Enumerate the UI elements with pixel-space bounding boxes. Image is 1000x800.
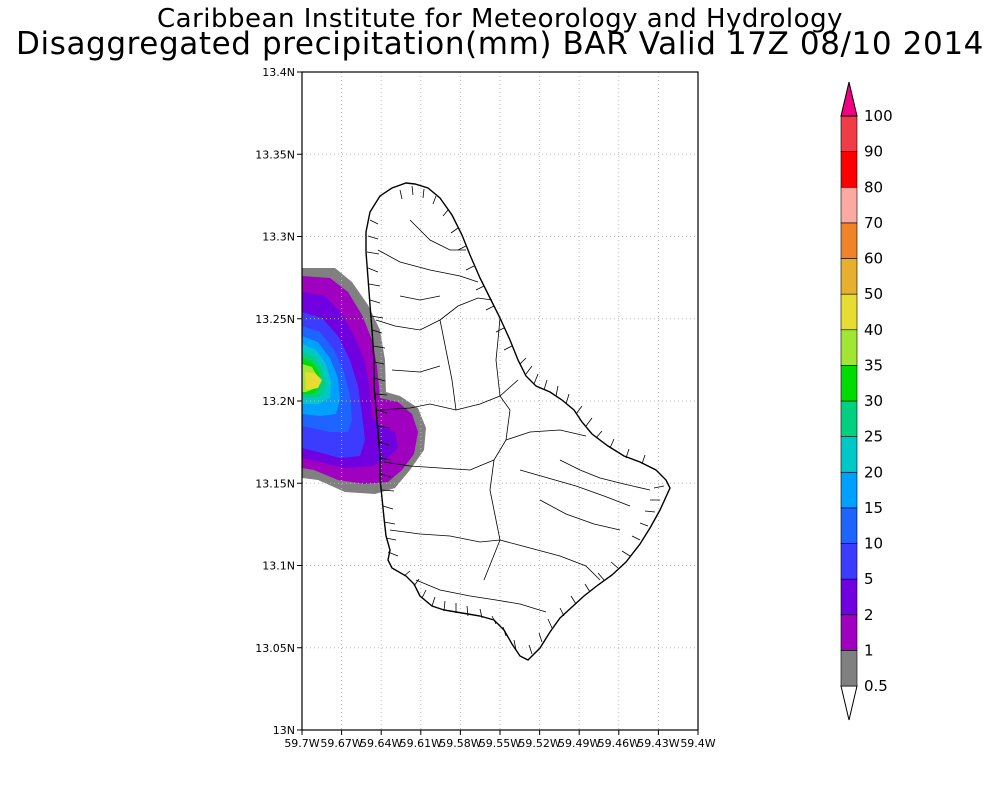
colorbar-segment xyxy=(840,222,858,259)
y-tick-label: 13N xyxy=(273,724,295,737)
x-tick-label: 59.49W xyxy=(558,737,600,750)
y-tick-label: 13.05N xyxy=(255,642,295,655)
colorbar-label: 25 xyxy=(864,428,883,446)
colorbar-label: 80 xyxy=(864,178,883,196)
colorbar-segment xyxy=(840,543,858,580)
colorbar-label: 15 xyxy=(864,499,883,517)
colorbar-segment xyxy=(840,258,858,295)
colorbar-label: 100 xyxy=(864,107,893,125)
x-tick-label: 59.4W xyxy=(680,737,715,750)
x-tick-label: 59.58W xyxy=(439,737,481,750)
y-tick-label: 13.1N xyxy=(262,560,295,573)
colorbar-segment xyxy=(840,151,858,188)
x-tick-label: 59.61W xyxy=(400,737,442,750)
x-tick-label: 59.46W xyxy=(598,737,640,750)
title-product: Disaggregated precipitation(mm) BAR Vali… xyxy=(16,26,984,62)
colorbar-label: 2 xyxy=(864,606,874,624)
colorbar-segment xyxy=(840,650,858,687)
y-tick-label: 13.35N xyxy=(255,148,295,161)
colorbar-segment xyxy=(840,186,858,224)
colorbar-label: 40 xyxy=(864,321,883,339)
colorbar-label: 1 xyxy=(864,641,874,659)
x-tick-label: 59.55W xyxy=(479,737,521,750)
y-tick-label: 13.25N xyxy=(255,313,295,326)
y-tick-label: 13.3N xyxy=(262,231,295,244)
colorbar-segment xyxy=(840,614,858,651)
island-outline xyxy=(365,182,671,661)
y-axis: 13N 13.05N 13.1N 13.15N 13.2N 13.25N 13.3N 13.3… xyxy=(255,66,302,737)
colorbar-label: 5 xyxy=(864,570,874,588)
colorbar-segment xyxy=(840,115,858,152)
y-tick-label: 13.15N xyxy=(255,477,295,490)
x-tick-label: 59.67W xyxy=(320,737,362,750)
colorbar-segment xyxy=(840,329,858,366)
colorbar-segment xyxy=(840,471,858,509)
y-tick-label: 13.2N xyxy=(262,395,295,408)
colorbar-segment xyxy=(840,293,858,331)
colorbar-segment xyxy=(840,436,858,473)
x-tick-label: 59.52W xyxy=(518,737,560,750)
colorbar-segment xyxy=(840,365,858,402)
colorbar-label: 60 xyxy=(864,250,883,268)
title-institute: Caribbean Institute for Meteorology and … xyxy=(157,4,843,34)
colorbar-label: 20 xyxy=(864,463,883,481)
colorbar-segment xyxy=(840,578,858,616)
colorbar-label: 35 xyxy=(864,356,883,374)
x-tick-label: 59.43W xyxy=(637,737,679,750)
map-grid xyxy=(302,72,698,730)
colorbar-label: 10 xyxy=(864,535,883,553)
precipitation-contours xyxy=(302,268,426,494)
x-axis: 59.7W 59.67W59.64W59.61W59.58W59.55W59.52… xyxy=(284,730,716,750)
colorbar-label: 30 xyxy=(864,392,883,410)
x-tick-label: 59.7W xyxy=(284,737,319,750)
x-tick-label: 59.64W xyxy=(360,737,402,750)
colorbar-label: 0.5 xyxy=(864,677,888,695)
colorbar-label: 50 xyxy=(864,285,883,303)
colorbar-segment xyxy=(840,507,858,544)
colorbar-max-arrow xyxy=(840,81,858,117)
colorbar-label: 70 xyxy=(864,214,883,232)
colorbar-label: 90 xyxy=(864,143,883,161)
colorbar-min-arrow xyxy=(840,685,858,721)
y-tick-label: 13.4N xyxy=(262,66,295,79)
colorbar-segment xyxy=(840,400,858,437)
